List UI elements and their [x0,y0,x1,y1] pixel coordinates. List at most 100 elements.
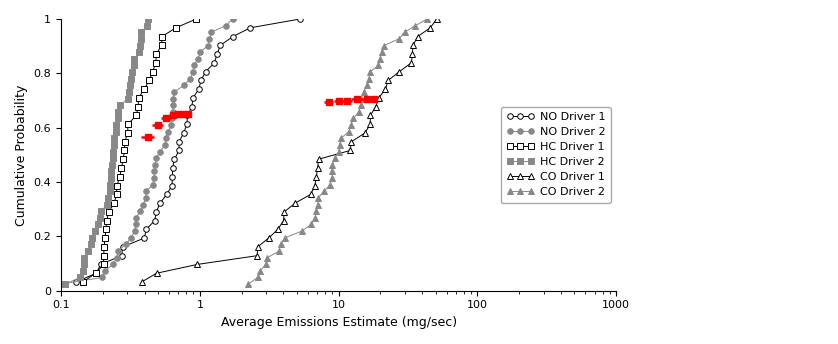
NO Driver 1 [210,61,220,65]
CO Driver 1 [346,140,356,144]
HC Driver 1 [139,87,149,91]
HC Driver 2 [107,163,117,167]
HC Driver 2 [103,196,113,200]
HC Driver 2 [113,116,123,120]
HC Driver 2 [108,150,118,154]
NO Driver 2 [179,83,189,87]
HC Driver 2 [126,83,136,87]
HC Driver 1 [99,254,109,258]
HC Driver 2 [111,130,121,134]
CO Driver 1 [383,78,393,83]
CO Driver 2 [280,236,290,240]
NO Driver 2 [56,282,66,286]
HC Driver 2 [143,17,153,21]
CO Driver 1 [371,105,381,109]
HC Driver 1 [111,183,122,187]
NO Driver 2 [189,63,199,67]
HC Driver 1 [152,52,162,56]
NO Driver 2 [163,130,173,134]
NO Driver 1 [168,175,178,179]
HC Driver 1 [109,201,119,205]
Line: CO Driver 2: CO Driver 2 [246,16,430,287]
CO Driver 1 [313,166,323,170]
Line: HC Driver 2: HC Driver 2 [62,16,151,287]
HC Driver 1 [101,218,111,223]
CO Driver 1 [137,280,147,284]
CO Driver 2 [319,189,329,193]
HC Driver 2 [113,110,123,114]
NO Driver 2 [188,70,198,74]
CO Driver 2 [327,176,337,180]
HC Driver 2 [106,169,116,173]
HC Driver 1 [122,131,132,135]
CO Driver 1 [432,17,442,21]
CO Driver 2 [354,110,364,114]
CO Driver 2 [312,209,322,213]
HC Driver 2 [109,143,119,147]
HC Driver 2 [93,222,103,226]
NO Driver 2 [147,183,158,187]
CO Driver 1 [374,96,384,100]
Line: HC Driver 1: HC Driver 1 [80,16,199,285]
Line: CO Driver 1: CO Driver 1 [139,16,439,285]
NO Driver 2 [228,17,238,21]
CO Driver 2 [400,30,410,34]
HC Driver 1 [99,262,109,267]
HC Driver 1 [78,280,88,284]
NO Driver 1 [139,236,149,240]
NO Driver 1 [142,227,152,232]
NO Driver 1 [168,166,178,170]
NO Driver 1 [116,254,127,258]
NO Driver 1 [212,52,222,56]
NO Driver 1 [215,43,225,47]
HC Driver 1 [115,175,125,179]
CO Driver 2 [256,269,266,273]
HC Driver 2 [128,63,138,67]
CO Driver 1 [278,218,288,223]
NO Driver 2 [149,169,159,173]
CO Driver 2 [422,17,432,21]
CO Driver 2 [313,203,323,207]
HC Driver 2 [134,50,144,54]
CO Driver 2 [262,256,272,260]
NO Driver 1 [182,122,192,126]
NO Driver 1 [178,131,189,135]
CO Driver 1 [273,227,283,232]
HC Driver 1 [171,26,181,30]
HC Driver 1 [144,78,154,83]
CO Driver 2 [313,196,323,200]
NO Driver 2 [155,150,165,154]
NO Driver 2 [149,176,159,180]
HC Driver 2 [102,203,112,207]
NO Driver 1 [187,105,197,109]
CO Driver 2 [329,156,339,160]
NO Driver 2 [100,269,110,273]
HC Driver 1 [111,192,122,196]
NO Driver 2 [151,156,161,160]
HC Driver 1 [91,271,101,275]
CO Driver 1 [152,271,162,275]
CO Driver 2 [376,50,386,54]
CO Driver 2 [359,90,369,94]
CO Driver 1 [407,52,417,56]
NO Driver 2 [193,57,203,61]
HC Driver 1 [119,148,129,152]
HC Driver 1 [116,166,127,170]
HC Driver 1 [157,34,167,39]
HC Driver 2 [75,276,85,280]
CO Driver 2 [356,96,366,100]
HC Driver 2 [136,37,146,41]
NO Driver 1 [196,78,206,83]
HC Driver 2 [79,262,89,266]
HC Driver 1 [133,96,143,100]
NO Driver 2 [160,143,170,147]
NO Driver 2 [168,110,178,114]
CO Driver 2 [335,143,345,147]
HC Driver 2 [127,70,137,74]
HC Driver 1 [157,43,167,47]
NO Driver 2 [113,249,123,253]
NO Driver 2 [194,50,204,54]
CO Driver 2 [379,43,389,47]
HC Driver 2 [111,123,121,127]
CO Driver 2 [355,103,365,107]
